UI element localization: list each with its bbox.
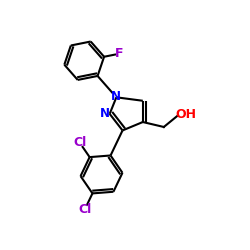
Text: Cl: Cl (78, 203, 92, 216)
Text: N: N (111, 90, 121, 103)
Text: F: F (115, 47, 123, 60)
Text: N: N (100, 107, 110, 120)
Text: OH: OH (176, 108, 197, 121)
Text: Cl: Cl (73, 136, 86, 149)
